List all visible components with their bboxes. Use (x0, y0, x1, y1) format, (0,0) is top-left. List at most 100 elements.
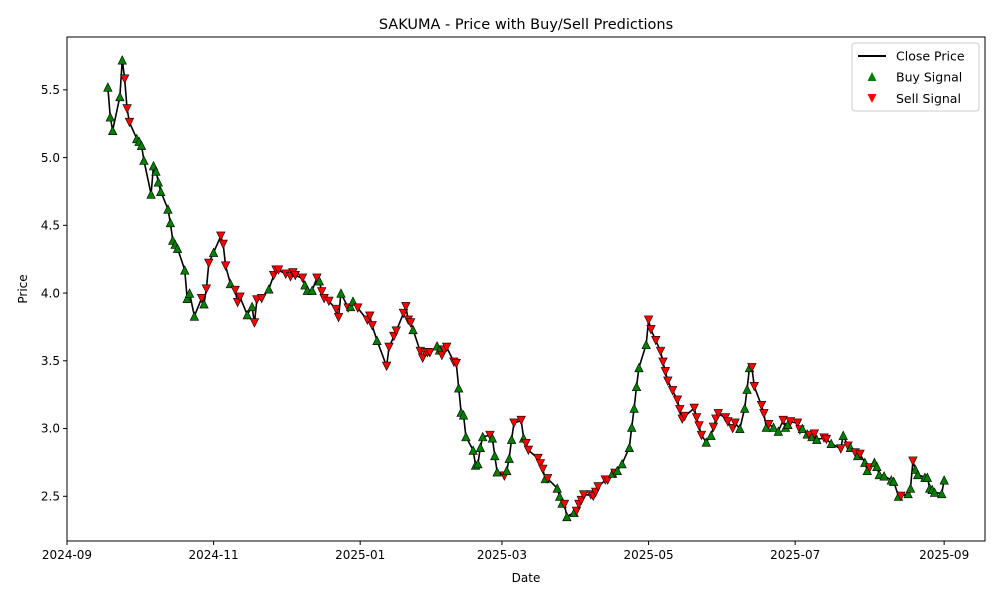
sell-signal-marker (196, 293, 207, 304)
sell-signal-marker (836, 444, 846, 454)
buy-signal-marker (454, 383, 464, 393)
sell-signal-marker (603, 475, 613, 485)
buy-signal-marker (107, 125, 118, 135)
buy-signal-marker (612, 465, 623, 476)
sell-signal-marker (297, 273, 308, 284)
buy-signal-marker (314, 276, 325, 286)
sell-signal-marker (542, 474, 553, 484)
buy-signal-marker (641, 339, 651, 350)
buy-signal-marker (475, 442, 486, 453)
sell-signal-marker (759, 409, 769, 419)
sell-signal-marker (696, 430, 707, 441)
x-tick-label: 2024-09 (42, 548, 92, 562)
y-tick-label: 2.5 (41, 489, 60, 503)
sell-signal-marker (381, 361, 392, 372)
sell-signal-marker (747, 363, 757, 373)
buy-signal-marker (879, 471, 889, 481)
buy-signal-marker (631, 381, 642, 392)
x-tick-label: 2025-01 (335, 548, 385, 562)
sell-signal-marker (723, 417, 733, 427)
x-tick-label: 2025-09 (919, 548, 969, 562)
buy-signal-marker (922, 472, 933, 482)
buy-signal-marker (345, 301, 356, 312)
x-tick-label: 2025-05 (623, 548, 673, 562)
buy-signal-marker (242, 309, 252, 320)
buy-signal-marker (742, 384, 752, 394)
sell-signal-marker (679, 411, 690, 422)
sell-signal-marker (324, 296, 334, 307)
sell-signal-marker (220, 261, 231, 271)
buy-signal-marker (473, 458, 483, 469)
buy-signal-marker (627, 422, 637, 432)
buy-signal-marker (905, 483, 916, 493)
buy-signal-marker (468, 445, 478, 455)
buy-signal-marker (151, 166, 161, 176)
buy-signal-marker (903, 488, 913, 499)
sell-signal-marker (764, 419, 774, 430)
sell-signal-marker (391, 326, 401, 336)
sell-signal-marker (538, 464, 548, 475)
buy-signal-marker (812, 434, 822, 444)
buy-signal-marker (478, 431, 488, 442)
buy-signal-marker (629, 403, 639, 413)
buy-signal-marker (103, 82, 113, 92)
x-tick-label: 2024-11 (189, 548, 239, 562)
sell-signal-marker (730, 418, 740, 428)
sell-signal-marker (708, 422, 719, 433)
y-tick-label: 4.5 (41, 219, 60, 233)
buy-signal-marker (492, 467, 502, 477)
buy-signal-marker (117, 55, 127, 65)
sell-signal-marker (230, 285, 240, 296)
legend-buy-label: Buy Signal (896, 70, 962, 85)
buy-signal-marker (487, 433, 498, 443)
buy-signal-marker (165, 217, 176, 228)
sell-signal-marker (204, 258, 214, 269)
sell-signal-marker (535, 459, 546, 469)
buy-signal-marker (504, 453, 514, 463)
sell-signal-marker (593, 482, 603, 492)
plot-frame (66, 36, 986, 542)
buy-signal-marker (506, 434, 517, 444)
sell-signal-marker (124, 117, 135, 128)
sell-signal-marker (821, 434, 832, 445)
sell-signal-marker (256, 293, 267, 304)
sell-signal-marker (571, 506, 582, 517)
x-tick-label: 2025-03 (477, 548, 527, 562)
buy-signal-marker (624, 442, 635, 453)
buy-signal-marker (888, 476, 899, 486)
legend-sell-label: Sell Signal (896, 91, 961, 106)
buy-signal-marker (706, 430, 716, 440)
buy-signal-marker (937, 488, 947, 499)
buy-signal-marker (408, 324, 418, 335)
sell-signal-marker (451, 359, 461, 369)
x-axis: 2024-09 2024-11 2025-01 2025-03 2025-05 2025-… (42, 541, 969, 562)
sell-signal-marker (643, 315, 654, 326)
sell-signal-marker (521, 438, 531, 449)
x-tick-label: 2025-07 (770, 548, 820, 562)
buy-signal-marker (562, 511, 572, 522)
sell-signal-marker (785, 417, 796, 427)
legend-buy-marker (867, 72, 877, 81)
sell-signal-marker (655, 346, 666, 357)
buy-signal-marker (797, 423, 808, 434)
buy-signal-marker (182, 293, 192, 303)
sell-signal-marker (331, 304, 341, 315)
sell-signal-marker (365, 311, 375, 321)
legend-box (851, 42, 980, 112)
buy-signal-marker (701, 437, 711, 447)
sell-signal-marker (398, 308, 409, 319)
sell-signal-marker (405, 318, 416, 328)
y-tick-label: 3.5 (41, 354, 60, 368)
y-axis: 2.5 3.0 3.5 4.0 4.5 5.0 5.5 (41, 83, 67, 503)
y-tick-label: 3.0 (41, 422, 60, 436)
sell-signal-marker (333, 312, 344, 323)
buy-signal-marker (180, 265, 190, 275)
sell-signal-marker (756, 401, 767, 411)
sell-signal-marker (646, 325, 656, 335)
y-tick-label: 5.5 (41, 83, 60, 97)
chart-title: SAKUMA - Price with Buy/Sell Predictions (379, 17, 673, 33)
sell-signal-marker (235, 292, 245, 302)
sell-signal-marker (559, 499, 570, 510)
sell-signal-marker (651, 335, 661, 346)
